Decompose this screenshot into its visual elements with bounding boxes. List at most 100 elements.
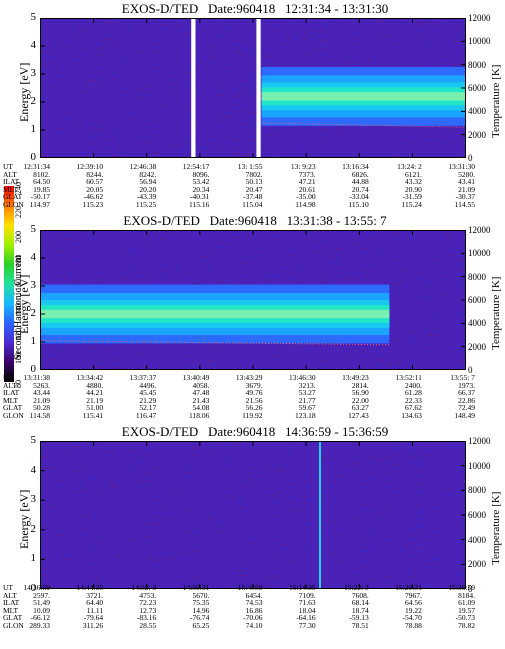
table-cell: 56.90 [351,388,369,397]
y-tick-label: 0 [30,151,37,163]
y-axis-label: Energy [eV] [17,62,31,122]
table-cell: 78.51 [351,620,369,630]
table-row-label: GLON [3,620,24,630]
table-cell: 43.41 [458,177,475,186]
table-row-label: UT [3,583,13,592]
y2-tick-label: 6000 [468,83,486,93]
table-cell: 134.63 [401,410,422,420]
table-cell: 5263. [33,380,50,390]
table-cell: 5280. [458,169,475,179]
panel-1: EXOS-D/TED Date:960418 12:31:34 - 13:31:… [0,0,505,210]
table-cell: 3213. [298,380,316,390]
table-cell: -43.39 [136,192,157,201]
data-gap [191,18,196,158]
table-cell: 8102. [33,169,50,179]
table-cell: -59.13 [349,613,369,622]
table-cell: 21.19 [86,395,104,405]
y2-tick-label: 6000 [468,510,486,520]
band-layer [40,309,390,319]
table-cell: 8242. [139,169,157,179]
table-cell: 116.47 [135,410,157,420]
y2-tick-label: 4000 [468,318,486,329]
table-cell: 72.49 [458,403,475,412]
table-cell: 21.09 [458,184,475,194]
table-cell: 21.43 [192,395,210,405]
table-row: UT 14:36:59 14:44:35 14:52: 3 14:59:31 15: 6:… [0,584,505,592]
table-cell: 22.33 [405,395,422,405]
table-row: GLAT -66.12 -79.64 -83.16 -76.74 -70.06 -64.16… [0,614,505,622]
table-cell: 65.25 [192,620,210,630]
table-cell: 18.04 [298,605,316,615]
y2-axis-label: Temperature [K] [490,276,502,350]
table-cell: 5670. [192,590,210,600]
chart-title: EXOS-D/TED Date:960418 14:36:59 - 15:36:… [121,424,389,439]
panel-2: EXOS-D/TED Date:960418 13:31:38 - 13:55:… [0,209,505,424]
table-cell: -30.37 [455,192,475,201]
table-cell: 8184. [458,590,475,600]
y2-tick-label: 12000 [468,436,491,446]
y-tick-label: 2 [30,307,37,319]
table-cell: 114.55 [454,199,475,209]
table-cell: 14.96 [192,605,210,615]
table-cell: 18.74 [351,605,369,615]
table-cell: 47.21 [298,177,316,186]
table-cell: 54.08 [192,403,210,412]
table-cell: 15:36:59 [448,583,475,592]
table-cell: -79.64 [83,613,104,622]
table-cell: -46.62 [83,192,104,201]
table-cell: 11.11 [86,605,104,615]
y-tick-label: 3 [30,493,37,506]
table-cell: 59.67 [298,403,316,412]
y-tick-label: 5 [30,434,37,446]
table-row-label: UT [3,162,13,171]
table-cell: 21.56 [245,395,263,405]
table-cell: 7802. [245,169,263,179]
table-cell: 4496. [139,380,157,390]
table-cell: 20.61 [298,184,316,194]
table-row: GLAT 50.28 51.00 52.17 54.08 56.26 59.67 63.27 6… [0,404,505,412]
table-cell: -54.70 [402,613,422,622]
heatmap-plot [40,230,466,370]
table-cell: 14:44:35 [76,583,104,592]
y-tick-label: 0 [30,363,37,375]
table-cell: 115.24 [401,199,422,209]
table-cell: 13: 1:55 [237,162,263,171]
y-tick-label: 5 [30,223,37,235]
table-cell: 56.94 [139,177,157,186]
table-row-label: GLAT [3,613,23,622]
table-cell: 45.45 [139,388,157,397]
table-cell: 14:59:31 [182,583,210,592]
table-cell: 12:46:38 [129,162,157,171]
y2-tick-label: 10000 [468,36,491,47]
table-cell: 71.63 [298,598,316,607]
table-cell: 13:31:38 [23,373,50,382]
y-tick-label: 4 [30,251,37,263]
table-cell: 115.23 [82,199,104,209]
table-cell: 16.86 [245,605,263,615]
table-cell: 311.26 [82,620,104,630]
table-cell: -50.17 [30,192,50,201]
table-cell: 19.57 [458,605,475,615]
table-cell: 13:16:34 [342,162,369,171]
data-gap [256,18,261,158]
table-cell: 13: 9:23 [290,162,316,171]
table-cell: 12:54:17 [182,162,210,171]
table-row: UT 12:31:34 12:39:10 12:46:38 12:54:17 13: 1:… [0,163,505,171]
table-row: MLT 21.09 21.19 21.29 21.43 21.56 21.77 22.00 22… [0,395,505,405]
table-cell: 114.58 [29,410,50,420]
table-cell: 74.10 [245,620,263,630]
table-cell: 2400. [405,380,422,390]
y-tick-label: 4 [30,463,37,476]
table-cell: -64.16 [296,613,316,622]
table-cell: 3721. [86,590,104,600]
colorbar [4,186,14,382]
table-cell: 114.97 [29,199,50,209]
table-row: MLT 19.85 20.05 20.20 20.34 20.47 20.61 20.74 20… [0,184,505,194]
y2-tick-label: 4000 [468,106,486,117]
table-cell: -83.16 [136,613,157,622]
table-row-label: MLT [3,395,19,405]
table-cell: 3679. [245,380,263,390]
table-cell: 60.57 [86,177,104,186]
table-cell: 13:34:42 [76,373,104,382]
table-cell: 78.82 [458,620,475,630]
